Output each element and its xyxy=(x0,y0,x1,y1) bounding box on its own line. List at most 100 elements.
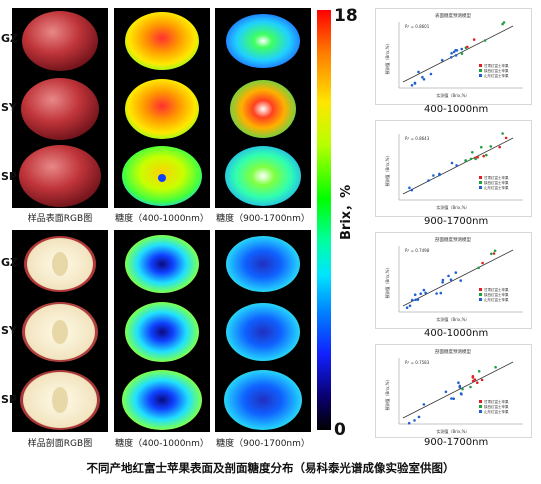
plot-point xyxy=(407,421,411,425)
plot-point xyxy=(408,186,411,190)
plot-point xyxy=(424,291,427,295)
plot-point xyxy=(421,75,424,79)
row-label-bottom-gz: GZ xyxy=(1,256,19,269)
caption-swir-surface: 糖度（900-1700nm） xyxy=(216,214,310,224)
plot-legend-label: 山东红富士苹果 xyxy=(484,409,509,414)
plot-point xyxy=(422,403,426,406)
plot-point xyxy=(494,365,497,369)
plot-point xyxy=(492,252,496,255)
plot-point xyxy=(460,47,463,51)
plot-1-subtitle: 400-1000nm xyxy=(424,104,489,115)
plot-2-subtitle: 900-1700nm xyxy=(424,216,489,227)
plot-point xyxy=(471,376,475,379)
plot-point xyxy=(413,419,416,422)
plot-point xyxy=(450,52,453,55)
plot-r2-label: R² = 0.8643 xyxy=(405,136,430,141)
plot-fit-line xyxy=(402,137,514,195)
plot-point xyxy=(441,278,445,282)
plot-r2-label: R² = 0.7498 xyxy=(405,248,430,253)
plot-point xyxy=(455,164,458,167)
plot-point xyxy=(417,70,420,74)
colorbar-max-label: 18 xyxy=(334,6,358,26)
caption-swir-section: 糖度（900-1700nm） xyxy=(216,439,310,449)
apple-sp-surface xyxy=(19,145,101,207)
caption-rgb-section: 样品剖面RGB图 xyxy=(27,439,93,449)
plot-point xyxy=(410,188,414,192)
plot-point xyxy=(483,39,487,42)
plot-legend-label: 陕西红富士苹果 xyxy=(484,180,509,185)
plot-point xyxy=(417,415,421,419)
plot-title-3: 剖面糖度预测模型 xyxy=(435,236,471,243)
plot-point xyxy=(474,157,477,161)
plot-point xyxy=(438,172,441,176)
plot-legend-swatch xyxy=(479,176,482,179)
plot-point xyxy=(501,22,504,26)
plot-point xyxy=(454,48,457,52)
plot-point xyxy=(464,159,467,162)
plot-point xyxy=(452,397,455,401)
row-label-top-sy: SY xyxy=(1,101,17,114)
plot-point xyxy=(477,266,480,270)
plot-xlabel: 实测值（Brix,%） xyxy=(437,92,470,98)
section-vnir-images xyxy=(122,235,202,430)
plot-point xyxy=(457,381,460,385)
plot-legend-swatch xyxy=(479,293,482,296)
colorbar-min-label: 0 xyxy=(334,420,346,440)
plot-point xyxy=(480,145,483,149)
plot-fit-line xyxy=(402,25,514,83)
plot-point xyxy=(427,179,430,182)
plot-point xyxy=(450,161,454,165)
plot-point xyxy=(410,298,414,302)
plot-legend-label: 甘肃红富士苹果 xyxy=(484,399,509,404)
plot-point xyxy=(454,271,458,274)
plot-legend-label: 陕西红富士苹果 xyxy=(484,404,509,409)
plot-point xyxy=(482,154,485,158)
caption-vnir-section: 糖度（400-1000nm） xyxy=(115,439,209,449)
plot-point xyxy=(460,393,463,396)
plot-point xyxy=(476,381,479,385)
plot-title-4: 剖面糖度预测模型 xyxy=(435,348,471,355)
surface-rgb-images xyxy=(19,11,101,207)
plot-xlabel: 实测值（Brix,%） xyxy=(437,428,470,434)
plot-point xyxy=(466,45,469,49)
plot-legend-swatch xyxy=(479,74,482,77)
plot-ylabel: 预测值（Brix,%） xyxy=(384,154,390,187)
plot-point xyxy=(469,157,473,161)
plot-legend-swatch xyxy=(479,69,482,72)
plot-legend-label: 山东红富士苹果 xyxy=(484,185,509,190)
plot-point xyxy=(441,281,444,284)
plot-point xyxy=(460,52,464,55)
row-label-top-sp: SP xyxy=(1,170,17,183)
caption-rgb-surface: 样品表面RGB图 xyxy=(27,214,93,224)
plot-ylabel: 预测值（Brix,%） xyxy=(384,42,390,75)
plot-point xyxy=(414,298,417,302)
plot-point xyxy=(490,252,493,256)
plot-point xyxy=(485,153,488,157)
plot-point xyxy=(449,278,453,282)
apple-gz-surface xyxy=(22,11,98,71)
plot-legend-label: 山东红富士苹果 xyxy=(484,73,509,78)
plot-point xyxy=(429,72,433,76)
plot-fit-line xyxy=(402,249,514,307)
plot-point xyxy=(458,384,462,388)
plot-point xyxy=(405,306,409,310)
plot-point xyxy=(452,50,456,54)
plot-legend-swatch xyxy=(479,181,482,184)
plot-legend-swatch xyxy=(479,400,482,403)
plot-point xyxy=(408,304,412,308)
plot-point xyxy=(450,397,453,400)
plot-point xyxy=(477,370,481,373)
plot-point xyxy=(493,249,497,253)
plot-point xyxy=(473,378,477,381)
caption-vnir-surface: 糖度（400-1000nm） xyxy=(115,214,209,224)
colorbar-axis-label: Brix，% xyxy=(339,184,354,240)
plot-point xyxy=(480,378,484,382)
plot-point xyxy=(410,84,414,87)
plot-point xyxy=(498,145,501,149)
apple-sy-surface xyxy=(21,78,99,140)
plot-point xyxy=(444,390,448,394)
plot-point xyxy=(440,58,444,62)
plot-legend-label: 甘肃红富士苹果 xyxy=(484,287,509,292)
row-label-bottom-sp: SP xyxy=(1,393,17,406)
plot-point xyxy=(471,151,474,154)
